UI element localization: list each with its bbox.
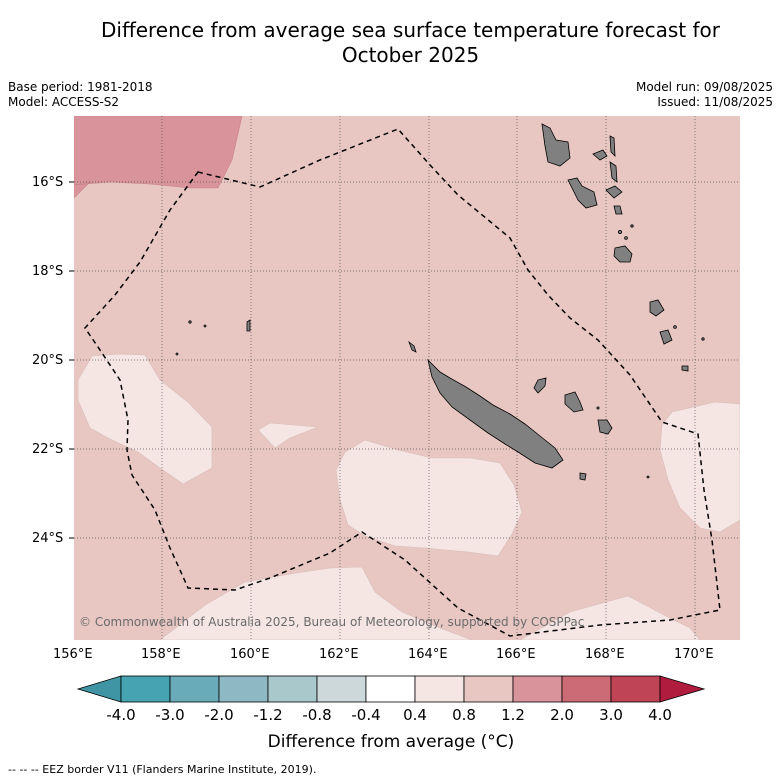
- anomaly-patch-0.4-0.8-east: [659, 401, 740, 533]
- colorbar: [76, 675, 706, 703]
- colorbar-tick-label: 0.8: [452, 706, 476, 724]
- colorbar-segment-9: [561, 675, 612, 703]
- colorbar-tick-label: 1.2: [501, 706, 525, 724]
- map-title: Difference from average sea surface temp…: [0, 18, 781, 68]
- eez-border: [84, 128, 721, 637]
- colorbar-tick-label: -0.8: [302, 706, 332, 724]
- vanuatu-malo: [592, 149, 608, 161]
- issued-date: Issued: 11/08/2025: [657, 95, 773, 109]
- lon-label-158e: 158°E: [141, 647, 181, 662]
- loyalty-ouvea: [533, 377, 547, 394]
- vanuatu-santo: [541, 123, 571, 167]
- anomaly-patch-0.4-0.8-small: [257, 422, 319, 449]
- title-line-2: October 2025: [341, 43, 480, 67]
- isle-of-pines: [579, 472, 587, 481]
- colorbar-tick-label: -2.0: [204, 706, 234, 724]
- colorbar-segment-2: [218, 675, 269, 703]
- model-name: Model: ACCESS-S2: [8, 95, 120, 109]
- colorbar-tick-label: -0.4: [351, 706, 381, 724]
- colorbar-segment-6: [414, 675, 465, 703]
- colorbar-tick-label: -4.0: [106, 706, 136, 724]
- vanuatu-malekula: [567, 177, 598, 209]
- meta-left: Base period: 1981-2018 Model: ACCESS-S2: [8, 80, 153, 110]
- gridlines: [74, 116, 740, 640]
- colorbar-segment-3: [267, 675, 318, 703]
- colorbar-tick-label: 4.0: [648, 706, 672, 724]
- lon-label-168e: 168°E: [585, 647, 625, 662]
- colorbar-tick-label: -3.0: [155, 706, 185, 724]
- base-period: Base period: 1981-2018: [8, 80, 153, 94]
- colorbar-tick-label: 3.0: [599, 706, 623, 724]
- axis-ticks: [69, 181, 74, 539]
- loyalty-mare: [597, 419, 613, 435]
- vanuatu-efate: [613, 245, 633, 263]
- colorbar-segment-1: [169, 675, 220, 703]
- lat-label-24s: 24°S: [32, 531, 64, 546]
- colorbar-tick-label: 2.0: [550, 706, 574, 724]
- lat-label-18s: 18°S: [32, 264, 64, 279]
- colorbar-extend-high: [659, 675, 706, 703]
- lon-label-170e: 170°E: [674, 647, 714, 662]
- eez-footnote: -- -- -- EEZ border V11 (Flanders Marine…: [8, 763, 317, 776]
- colorbar-extend-low: [76, 675, 122, 703]
- lat-label-16s: 16°S: [32, 175, 64, 190]
- lon-label-166e: 166°E: [496, 647, 536, 662]
- vanuatu-epi: [605, 185, 623, 199]
- belep-islands: [408, 340, 417, 353]
- lat-label-22s: 22°S: [32, 442, 64, 457]
- colorbar-segment-0: [120, 675, 171, 703]
- land-masses: [175, 123, 705, 481]
- colorbar-segment-4: [316, 675, 367, 703]
- islet-3: [673, 325, 677, 329]
- map-area: © Commonwealth of Australia 2025, Bureau…: [74, 116, 740, 640]
- islet-5: [188, 320, 192, 324]
- lat-label-20s: 20°S: [32, 353, 64, 368]
- vanuatu-tanna: [659, 329, 673, 345]
- islet-2: [624, 236, 628, 240]
- anomaly-patch-0.4-0.8-west: [77, 353, 213, 485]
- colorbar-segment-8: [512, 675, 563, 703]
- islet-6: [203, 324, 207, 328]
- lon-label-162e: 162°E: [319, 647, 359, 662]
- model-run: Model run: 09/08/2025: [635, 80, 773, 94]
- islet-1: [618, 229, 623, 234]
- islet-10: [630, 224, 634, 228]
- lon-label-164e: 164°E: [408, 647, 448, 662]
- new-caledonia-island: [427, 358, 564, 469]
- vanuatu-shepherd: [613, 205, 623, 215]
- islet-7: [175, 352, 179, 356]
- colorbar-segment-5: [365, 675, 416, 703]
- lon-label-160e: 160°E: [230, 647, 270, 662]
- lon-label-156e: 156°E: [53, 647, 93, 662]
- vanuatu-ambae: [609, 135, 616, 158]
- vanuatu-pentecost: [609, 161, 618, 183]
- colorbar-tick-label: 0.4: [403, 706, 427, 724]
- meta-right: Model run: 09/08/2025 Issued: 11/08/2025: [636, 80, 773, 110]
- vanuatu-aneityum: [681, 365, 689, 372]
- anomaly-patch-1.2-2.0: [74, 116, 243, 199]
- islet-4: [701, 337, 705, 341]
- vanuatu-erromango: [649, 299, 665, 317]
- loyalty-lifou: [564, 391, 584, 413]
- colorbar-tick-label: -1.2: [253, 706, 283, 724]
- islet-8: [596, 406, 600, 410]
- title-line-1: Difference from average sea surface temp…: [100, 18, 720, 42]
- colorbar-segment-10: [610, 675, 661, 703]
- islet-9: [646, 475, 650, 479]
- chesterfield-reef: [246, 319, 251, 332]
- colorbar-segment-7: [463, 675, 514, 703]
- colorbar-title: Difference from average (°C): [267, 732, 515, 752]
- anomaly-field-0.8-1.2: [74, 116, 740, 640]
- copyright-text: © Commonwealth of Australia 2025, Bureau…: [79, 615, 584, 629]
